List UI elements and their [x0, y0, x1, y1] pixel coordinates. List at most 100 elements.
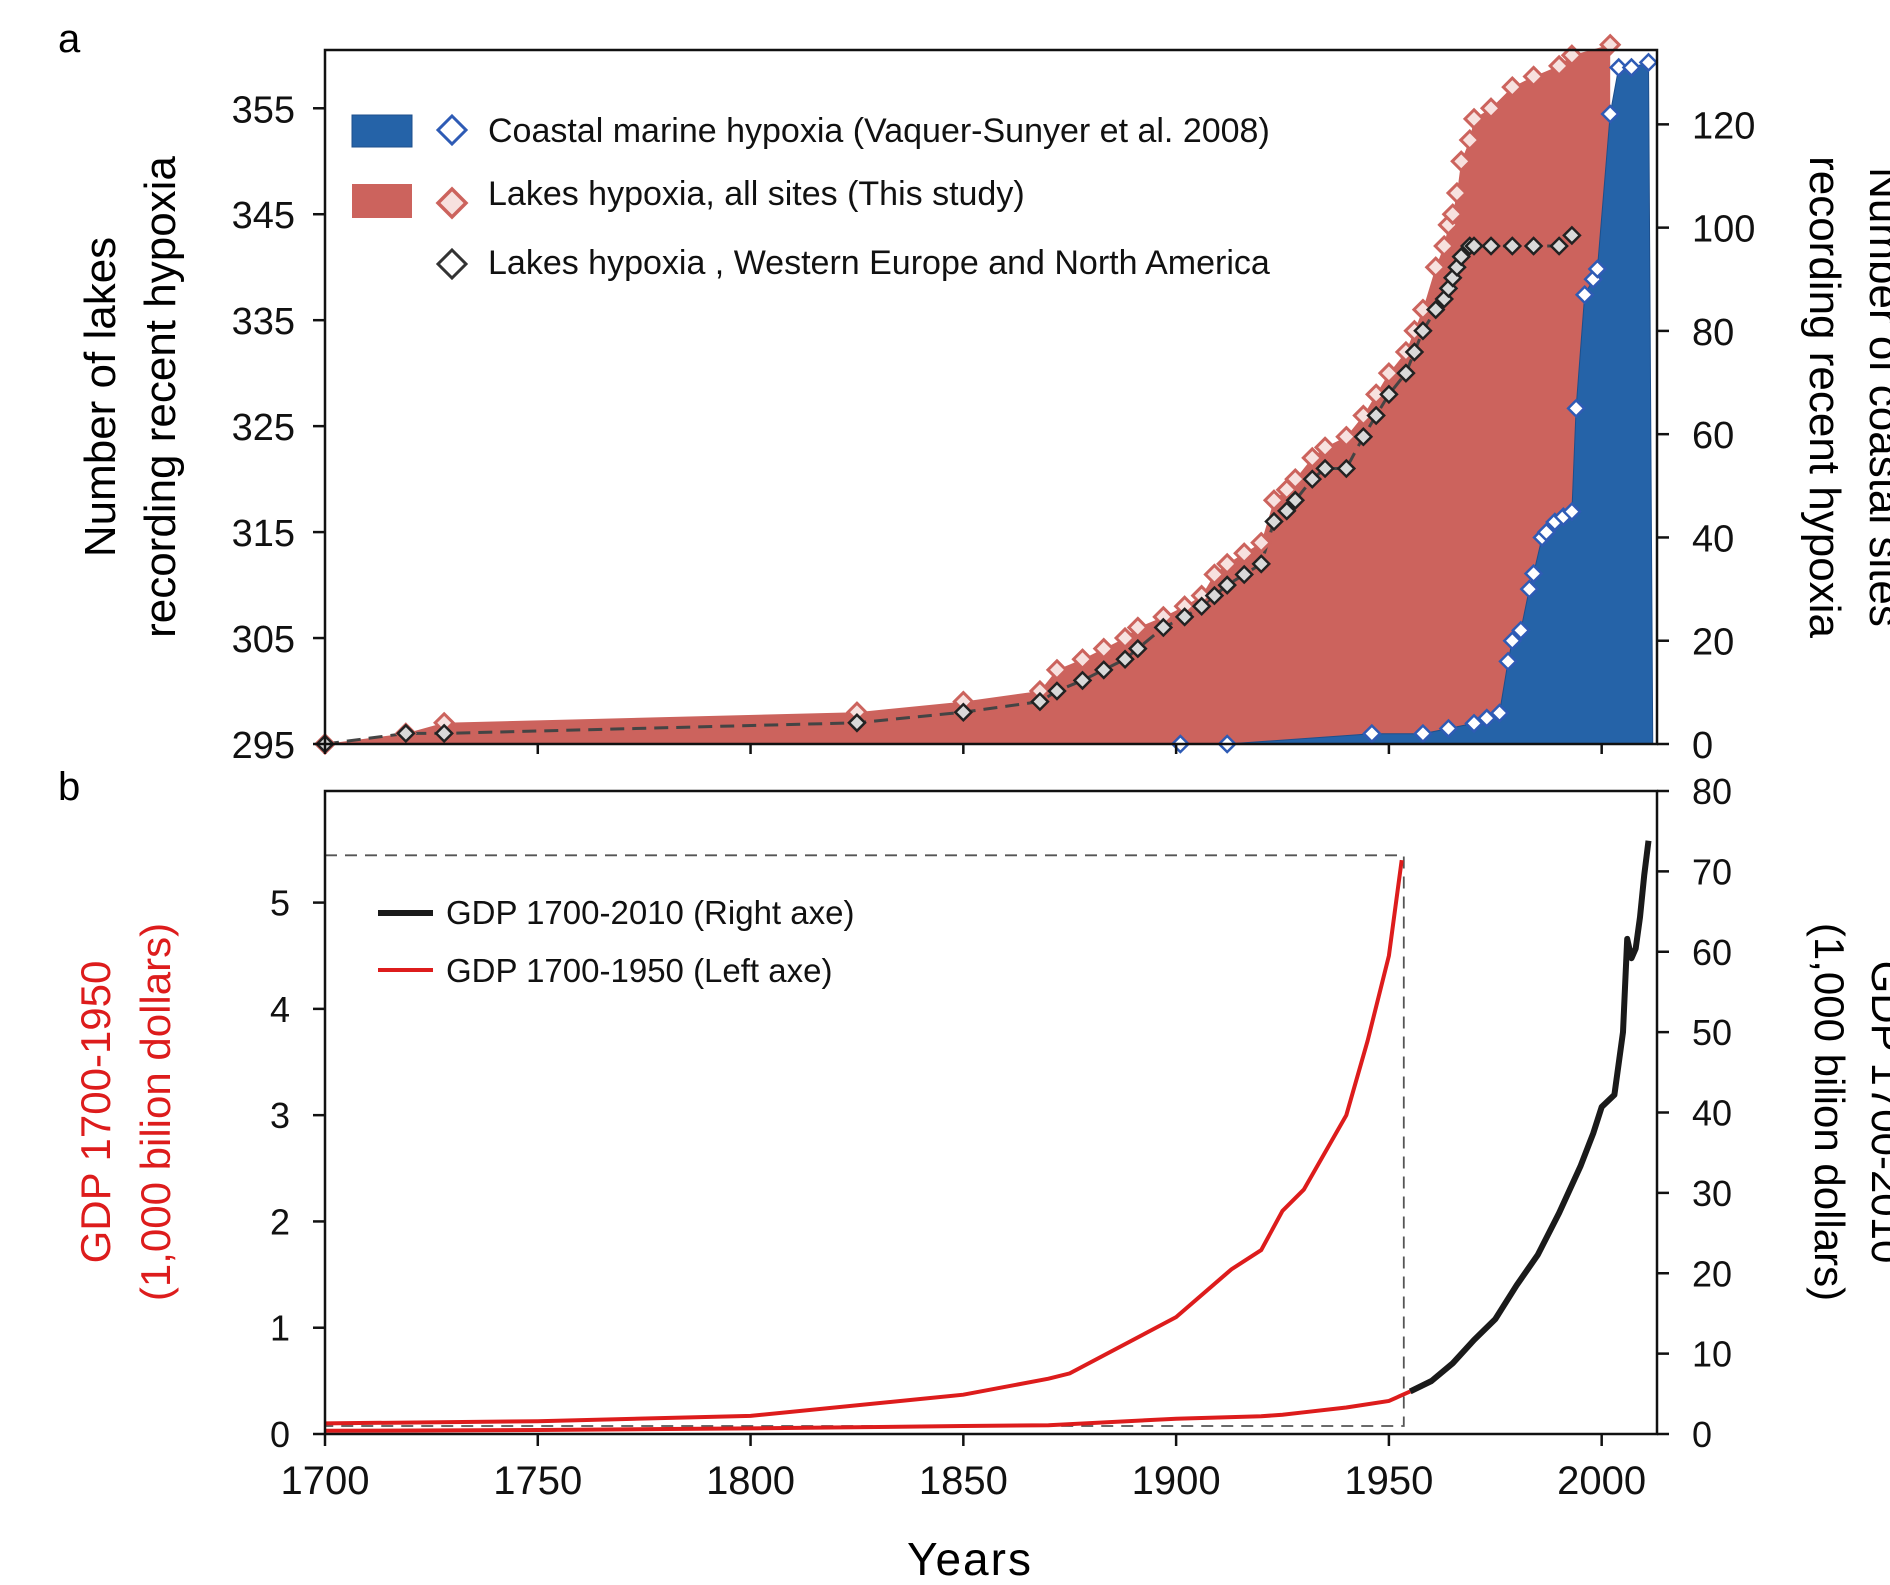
lakes-western-point — [1413, 321, 1433, 341]
lakes-all-sites-point — [1441, 203, 1464, 226]
panel-a-right-tick-label: 40 — [1692, 518, 1734, 560]
lakes-western-point — [1204, 585, 1225, 606]
lakes-all-sites-point — [1126, 616, 1149, 639]
panel-a-right-tick-label: 100 — [1692, 209, 1755, 251]
lakes-western-point — [1336, 458, 1357, 479]
legend-lakes-all-marker — [435, 186, 469, 220]
lakes-western-point — [1315, 458, 1335, 479]
panel-b-x-tick-label: 1700 — [281, 1459, 370, 1503]
lakes-western-point — [1464, 236, 1484, 256]
lakes-western-point — [1276, 501, 1297, 521]
lakes-western-point — [1523, 236, 1544, 256]
coastal-marine-point — [1477, 708, 1497, 728]
lakes-all-sites-point — [1462, 107, 1486, 130]
lakes-western-point — [847, 713, 867, 733]
lakes-all-sites-point — [1113, 626, 1137, 650]
lakes-western-point — [1302, 469, 1323, 489]
panel-b-left-tick-label: 3 — [270, 1095, 290, 1136]
lakes-all-sites-point — [1313, 436, 1337, 459]
panel-a-ticks: 295 305 315 325 335 345 355 0 20 40 60 80 100 120 — [232, 89, 1756, 767]
lakes-western-point — [434, 723, 454, 744]
coastal-marine-point — [1562, 501, 1582, 522]
x-axis-title: Years — [907, 1533, 1033, 1585]
lakes-western-point — [1451, 246, 1472, 267]
panel-b-left-tick-label: 2 — [270, 1201, 290, 1242]
panel-a-left-tick-label: 335 — [232, 301, 295, 343]
gdp-1700-1950-line — [324, 859, 1404, 1426]
lakes-western-point — [1481, 236, 1501, 256]
legend-coastal-label: Coastal marine hypoxia (Vaquer-Sunyer et… — [488, 112, 1270, 150]
coastal-marine-point — [1519, 579, 1540, 599]
panel-b-left-tick-label: 5 — [270, 883, 290, 924]
panel-a-left-tick-label: 305 — [232, 619, 295, 661]
coastal-marine-point — [1502, 630, 1523, 651]
panel-b-x-tick-label: 1850 — [919, 1459, 1008, 1503]
lakes-western-point — [396, 723, 416, 744]
panel-a-frame — [323, 48, 1659, 746]
coastal-marine-point — [1574, 284, 1595, 305]
panel-a-plot-area — [313, 33, 1659, 756]
legend-coastal-swatch — [351, 114, 413, 148]
panel-b-right-tick-label: 60 — [1692, 932, 1732, 973]
panel-a-right-tick-label: 0 — [1692, 725, 1713, 767]
coastal-marine-point — [1413, 723, 1433, 744]
panel-b-y-axis-title-line2: (1,000 bilion dollars) — [132, 923, 179, 1301]
panel-a-right-tick-label: 120 — [1692, 105, 1755, 147]
coastal-marine-point — [1489, 703, 1510, 723]
coastal-marine-point — [1438, 718, 1459, 739]
lakes-all-sites-area — [325, 44, 1611, 744]
lakes-western-point — [1549, 236, 1569, 256]
legend-lakes-all-label: Lakes hypoxia, all sites (This study) — [488, 175, 1025, 213]
lakes-western-point — [1072, 670, 1093, 691]
panel-a-y-axis-title-line2: recording recent hypoxia — [136, 156, 185, 638]
panel-a-right-tick-label: 80 — [1692, 312, 1734, 354]
panel-b-frame — [323, 789, 1659, 1436]
panel-a-right-axis-title-line2: Number of coastal sites — [1860, 167, 1890, 627]
lakes-western-point — [1153, 617, 1174, 638]
panel-b-plot-area — [324, 840, 1652, 1433]
lakes-all-sites-point — [1233, 542, 1256, 565]
lakes-western-point — [1396, 363, 1416, 383]
lakes-all-sites-point — [1301, 446, 1324, 470]
lakes-western-point — [1379, 384, 1399, 405]
panel-b-right-axis-title-line1: (1,000 bilion dollars) — [1806, 923, 1853, 1301]
lakes-western-point — [953, 702, 974, 722]
coastal-marine-point — [1523, 563, 1544, 584]
panel-b-right-tick-label: 40 — [1692, 1093, 1732, 1134]
panel-b-left-tick-label: 0 — [270, 1414, 290, 1455]
lakes-all-sites-point — [1071, 648, 1094, 671]
gdp-1700-2010-line — [1408, 840, 1652, 1395]
lakes-all-sites-point — [1203, 563, 1226, 586]
coastal-marine-point — [1587, 259, 1608, 279]
lakes-western-point — [1251, 554, 1271, 574]
panel-b-right-tick-label: 80 — [1692, 771, 1732, 812]
lakes-all-sites-point — [1424, 256, 1447, 279]
lakes-all-sites-point — [1548, 54, 1571, 78]
panel-b-right-tick-label: 50 — [1692, 1012, 1732, 1053]
panel-b-right-tick-label: 20 — [1692, 1253, 1732, 1294]
panel-b-legend: GDP 1700-2010 (Right axe) GDP 1700-1950 (… — [378, 894, 854, 989]
panel-a-left-tick-label: 295 — [232, 725, 295, 767]
panel-b-y-axis-title-line1: GDP 1700-1950 — [72, 961, 119, 1264]
lakes-all-sites-point — [1522, 65, 1545, 88]
coastal-marine-point — [1621, 57, 1642, 78]
lakes-all-sites-point — [1377, 362, 1401, 385]
lakes-all-sites-point — [1458, 128, 1481, 152]
lakes-all-sites-point — [1501, 75, 1524, 99]
panel-b-label: b — [58, 765, 80, 809]
panel-b-x-tick-label: 2000 — [1557, 1459, 1646, 1503]
lakes-western-point — [1047, 681, 1067, 701]
coastal-marine-point — [1600, 104, 1620, 124]
lakes-all-sites-point — [1045, 658, 1069, 681]
lakes-western-point — [1285, 490, 1306, 511]
panel-b-right-tick-label: 70 — [1692, 851, 1732, 892]
lakes-western-point — [1094, 660, 1114, 680]
gdp-1700-2010-early-line — [324, 1389, 1412, 1433]
lakes-western-point — [1174, 607, 1195, 627]
lakes-western-point — [1030, 691, 1050, 712]
panel-b-right-axis-title-line2: GDP 1700-2010 — [1863, 961, 1890, 1264]
lakes-western-point — [1264, 511, 1284, 532]
lakes-western-point — [1425, 299, 1446, 320]
